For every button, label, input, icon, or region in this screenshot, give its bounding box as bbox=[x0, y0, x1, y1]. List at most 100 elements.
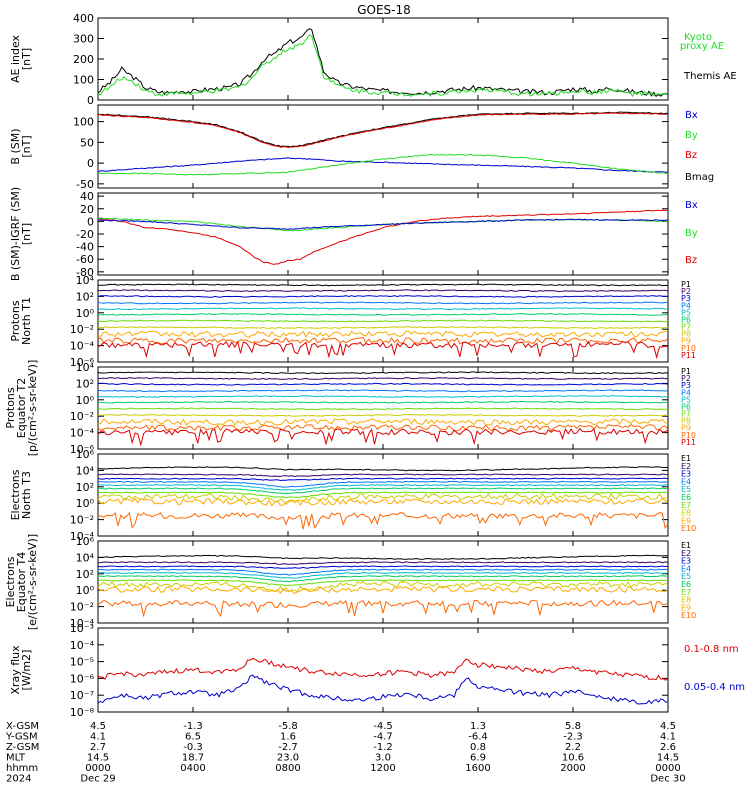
series-line-blue bbox=[97, 674, 669, 705]
x-row-value: -5.8 bbox=[278, 721, 298, 732]
channel-line-P2 bbox=[97, 289, 669, 293]
y-tick-label: 10² bbox=[76, 377, 94, 390]
channel-line-E8 bbox=[98, 492, 669, 506]
series-line-red bbox=[97, 658, 669, 681]
legend-E9: E9 bbox=[681, 603, 691, 612]
y-axis-label: North T3 bbox=[20, 471, 33, 519]
channel-line-E6 bbox=[97, 575, 669, 583]
legend-E10: E10 bbox=[681, 524, 696, 533]
x-row-label: Z-GSM bbox=[6, 742, 39, 753]
panel-frame bbox=[97, 192, 669, 276]
y-tick-label: 10⁰ bbox=[76, 584, 95, 597]
channel-line-E7 bbox=[97, 491, 669, 499]
channel-line-E3 bbox=[97, 477, 669, 482]
y-axis-label: [nT] bbox=[20, 48, 33, 70]
legend-entry: Bz bbox=[685, 255, 697, 266]
legend-entry: Bmag bbox=[685, 172, 714, 183]
legend-P5: P5 bbox=[681, 308, 691, 317]
channel-line-E4 bbox=[97, 480, 669, 488]
legend-entry: Kyoto bbox=[684, 32, 712, 43]
y-tick-label: 40 bbox=[80, 190, 94, 203]
x-row-value: -0.3 bbox=[183, 742, 203, 753]
y-tick-label: 10⁻⁴ bbox=[70, 340, 95, 353]
channel-line-P4 bbox=[97, 389, 669, 393]
channel-line-E2 bbox=[97, 561, 669, 565]
y-tick-label: 10⁴ bbox=[76, 361, 95, 374]
x-row-value: -4.5 bbox=[373, 721, 393, 732]
y-tick-label: 10⁻⁴ bbox=[70, 530, 95, 543]
x-row-value: 6.9 bbox=[470, 753, 486, 764]
series-line-red bbox=[97, 209, 669, 265]
channel-line-E5 bbox=[97, 484, 669, 491]
x-row-label: MLT bbox=[6, 753, 26, 764]
legend-E2: E2 bbox=[681, 462, 691, 471]
panel-xray: 10⁻⁸ 10⁻⁷ 10⁻⁶ 10⁻⁵ 10⁻⁴ 10⁻³ Xray flux[W/m2] 0… bbox=[9, 622, 745, 719]
legend-P10: P10 bbox=[681, 344, 696, 353]
y-axis-label: AE index bbox=[9, 34, 22, 83]
channel-line-E1 bbox=[97, 554, 669, 560]
channel-line-E2 bbox=[97, 473, 669, 478]
channel-line-E10 bbox=[97, 599, 669, 618]
legend-P2: P2 bbox=[681, 374, 691, 383]
y-axis-label: Xray flux bbox=[9, 645, 22, 695]
y-axis-label: B (SM) bbox=[9, 128, 22, 164]
legend-E5: E5 bbox=[681, 572, 691, 581]
y-tick-label: 400 bbox=[73, 12, 94, 25]
legend-E7: E7 bbox=[681, 501, 691, 510]
x-row-value: 1.3 bbox=[470, 721, 486, 732]
legend-P9: P9 bbox=[681, 424, 691, 433]
channel-line-P4 bbox=[97, 301, 669, 305]
y-tick-label: 10² bbox=[76, 290, 94, 303]
y-tick-label: 10⁻⁸ bbox=[70, 706, 95, 719]
legend-P7: P7 bbox=[681, 323, 691, 332]
channel-line-P3 bbox=[97, 295, 669, 298]
x-row-label: hhmm bbox=[6, 763, 38, 774]
legend-P3: P3 bbox=[681, 381, 691, 390]
legend-P1: P1 bbox=[681, 367, 691, 376]
y-axis-label: [W/m2] bbox=[20, 650, 33, 691]
legend-P4: P4 bbox=[681, 301, 691, 310]
channel-line-E9 bbox=[97, 585, 669, 595]
y-tick-label: 10⁰ bbox=[76, 497, 95, 510]
x-row-value: -2.3 bbox=[563, 732, 583, 743]
legend-E8: E8 bbox=[681, 596, 691, 605]
y-tick-label: 10⁰ bbox=[76, 307, 95, 320]
legend-E7: E7 bbox=[681, 588, 691, 597]
x-row-label: 2024 bbox=[6, 774, 31, 785]
y-tick-label: 10⁶ bbox=[76, 448, 95, 461]
legend-entry: Bx bbox=[685, 110, 698, 121]
legend-E2: E2 bbox=[681, 549, 691, 558]
channel-line-E5 bbox=[97, 571, 669, 579]
x-row-value: 1600 bbox=[465, 763, 490, 774]
channel-line-E1 bbox=[97, 466, 669, 472]
legend-E4: E4 bbox=[681, 564, 691, 573]
x-row-value: 0400 bbox=[180, 763, 205, 774]
channel-line-P9 bbox=[97, 418, 669, 426]
legend-P4: P4 bbox=[681, 388, 691, 397]
x-row-value: -1.2 bbox=[373, 742, 393, 753]
y-tick-label: 10⁻⁶ bbox=[70, 443, 95, 456]
y-tick-label: 10⁻⁴ bbox=[70, 427, 95, 440]
panel-frame bbox=[97, 104, 669, 189]
y-tick-label: 10⁻² bbox=[70, 514, 94, 527]
x-row-value: -1.3 bbox=[183, 721, 203, 732]
x-row-value: -4.7 bbox=[373, 732, 393, 743]
legend-E9: E9 bbox=[681, 516, 691, 525]
x-row-value: 5.8 bbox=[565, 721, 581, 732]
series-line-red bbox=[98, 112, 669, 149]
x-row-value: -2.7 bbox=[278, 742, 298, 753]
series-line-green bbox=[97, 153, 669, 176]
y-tick-label: 100 bbox=[73, 74, 94, 87]
legend-P8: P8 bbox=[681, 330, 691, 339]
channel-line-P11 bbox=[97, 340, 669, 360]
series-line-black bbox=[97, 111, 669, 148]
x-row-value: 14.5 bbox=[87, 753, 109, 764]
y-tick-label: 10⁴ bbox=[76, 551, 95, 564]
y-axis-label: B (SM)-IGRF (SM) bbox=[9, 187, 22, 281]
series-line-green bbox=[97, 34, 669, 98]
y-tick-label: 10⁰ bbox=[76, 394, 95, 407]
channel-line-P8 bbox=[97, 326, 669, 330]
